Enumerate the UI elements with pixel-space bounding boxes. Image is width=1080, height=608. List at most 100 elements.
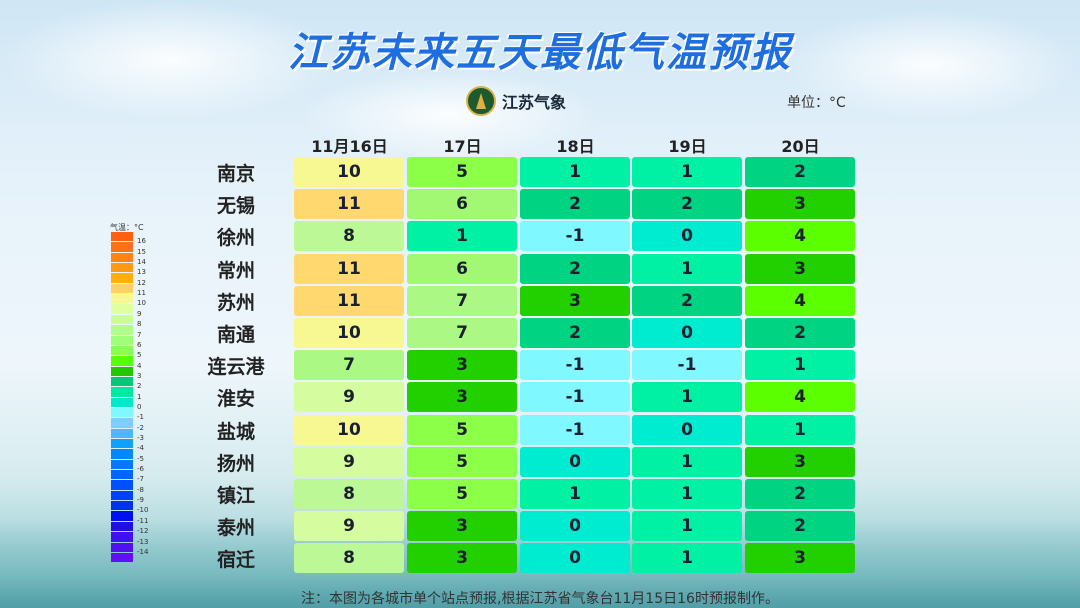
temperature-cell: 5 (407, 157, 517, 187)
legend-label: -3 (137, 434, 144, 442)
temperature-cell: 1 (632, 157, 742, 187)
column-header: 18日 (556, 137, 595, 156)
city-label: 苏州 (216, 291, 255, 314)
legend-label: 11 (137, 289, 146, 298)
temperature-cell: 10 (294, 414, 404, 445)
temperature-cell: 1 (520, 479, 630, 509)
temperature-cell: 4 (745, 285, 855, 316)
legend-label: 14 (137, 258, 146, 267)
temperature-cell: 4 (745, 221, 855, 252)
legend-label: 0 (137, 402, 142, 411)
temperature-cell: 3 (745, 543, 855, 574)
legend-swatch (111, 356, 133, 366)
legend-label: -6 (137, 465, 144, 474)
temperature-cell: 2 (520, 318, 630, 348)
temperature-cell: 1 (520, 157, 630, 187)
temperature-cell: 1 (745, 350, 855, 381)
temperature-cell: 1 (632, 511, 742, 542)
temperature-cell: 8 (294, 543, 404, 574)
legend-label: -5 (137, 454, 144, 463)
temperature-cell: 1 (632, 253, 742, 284)
cloud (300, 70, 600, 160)
legend-swatch (111, 501, 133, 511)
legend-label: 9 (137, 309, 142, 318)
legend-swatch (111, 232, 133, 242)
legend-swatch (111, 449, 133, 459)
city-label: 南京 (216, 163, 255, 185)
legend-swatch (111, 521, 133, 532)
logo-text: 江苏气象 (502, 93, 567, 112)
temperature-cell: 3 (745, 446, 855, 477)
legend-label: -9 (137, 496, 144, 505)
temperature-cell: 6 (407, 253, 517, 284)
legend-label: 10 (137, 299, 146, 308)
temperature-cell: 1 (407, 221, 517, 252)
legend-swatch (111, 542, 133, 552)
temperature-cell: 3 (407, 511, 517, 542)
temperature-cell: 8 (294, 221, 404, 252)
temperature-cell: 4 (745, 382, 855, 413)
temperature-cell: 0 (520, 543, 630, 574)
temperature-cell: -1 (632, 350, 742, 381)
temperature-cell: 2 (632, 285, 742, 316)
legend-swatch (111, 242, 133, 252)
legend-label: -2 (137, 423, 144, 432)
legend-label: 5 (137, 351, 142, 360)
legend-swatch (111, 532, 133, 542)
legend-swatch (111, 439, 133, 449)
city-label: 盐城 (216, 420, 255, 443)
temperature-cell: 2 (520, 189, 630, 220)
legend-swatch (111, 283, 133, 294)
temperature-cell: 2 (520, 253, 630, 284)
legend-label: -8 (137, 485, 144, 494)
temperature-cell: 0 (632, 318, 742, 348)
temperature-cell: 2 (745, 157, 855, 187)
temperature-cell: 9 (294, 511, 404, 542)
legend-swatch (111, 345, 133, 356)
temperature-cell: 1 (745, 414, 855, 445)
legend-label: 1 (137, 392, 142, 401)
temperature-cell: 8 (294, 479, 404, 509)
temperature-cell: 11 (294, 253, 404, 284)
city-label: 镇江 (216, 485, 255, 507)
cloud (0, 0, 340, 120)
logo: 江苏气象 (466, 86, 566, 116)
legend-label: 4 (137, 361, 142, 370)
legend-swatch (111, 325, 133, 335)
legend-label: 8 (137, 320, 142, 329)
legend-label: 16 (137, 237, 146, 246)
city-label: 宿迁 (216, 549, 255, 572)
page-title: 江苏未来五天最低气温预报 (288, 30, 792, 76)
legend-swatch (111, 428, 133, 439)
temperature-cell: 3 (520, 285, 630, 316)
legend-label: -1 (137, 413, 144, 422)
legend-swatch (111, 552, 133, 563)
column-header: 19日 (668, 137, 707, 156)
temperature-cell: 3 (745, 189, 855, 220)
city-label: 南通 (216, 324, 255, 346)
legend-label: -11 (137, 516, 149, 525)
city-label: 淮安 (216, 388, 255, 411)
city-label: 徐州 (216, 227, 255, 250)
legend-label: -13 (137, 537, 149, 546)
temperature-cell: 3 (745, 253, 855, 284)
temperature-cell: 10 (294, 157, 404, 187)
legend-swatch (111, 407, 133, 418)
temperature-cell: 7 (407, 318, 517, 348)
legend-label: 7 (137, 330, 142, 339)
legend-swatch (111, 263, 133, 273)
temperature-cell: 5 (407, 446, 517, 477)
legend-label: 6 (137, 340, 142, 349)
city-label: 无锡 (216, 195, 255, 218)
temperature-cell: 1 (632, 479, 742, 509)
temperature-cell: 1 (632, 382, 742, 413)
legend-label: -12 (137, 527, 149, 536)
temperature-cell: 2 (745, 511, 855, 542)
legend-label: 13 (137, 268, 146, 277)
temperature-cell: 1 (632, 446, 742, 477)
temperature-cell: 0 (632, 414, 742, 445)
temperature-cell: -1 (520, 350, 630, 381)
temperature-cell: 9 (294, 382, 404, 413)
city-label: 连云港 (207, 356, 265, 379)
temperature-cell: 11 (294, 285, 404, 316)
